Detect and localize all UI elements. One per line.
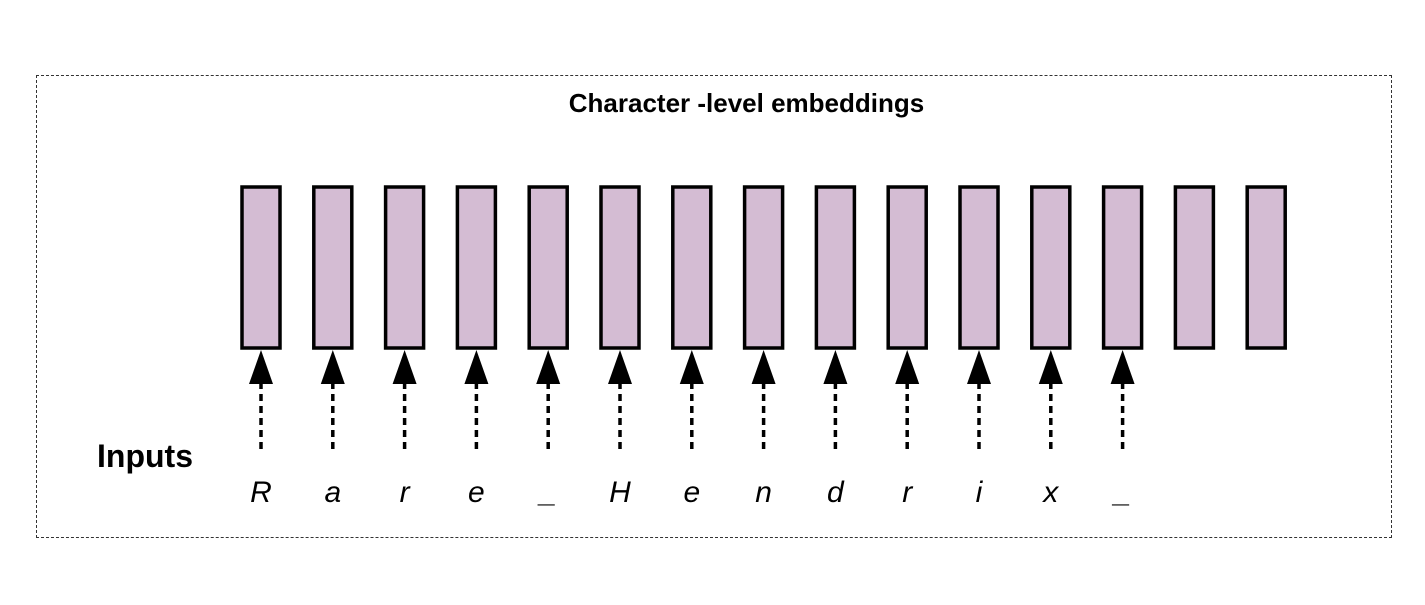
input-character: x	[1041, 476, 1059, 509]
input-character: r	[902, 476, 913, 509]
input-arrow	[967, 350, 991, 452]
arrow-head	[751, 350, 776, 384]
input-character: _	[1111, 476, 1131, 509]
input-arrow	[320, 350, 345, 452]
input-character: R	[250, 476, 272, 509]
diagram-title: Character -level embeddings	[568, 88, 925, 118]
embedding-box	[527, 185, 569, 350]
input-character: a	[324, 476, 341, 509]
input-arrow	[392, 350, 417, 452]
embedding-boxes	[240, 185, 1287, 350]
input-arrow	[608, 350, 632, 452]
input-arrow	[1038, 350, 1063, 452]
input-arrow	[536, 350, 561, 452]
input-character: i	[976, 476, 984, 509]
embedding-box	[671, 185, 713, 350]
input-character: r	[400, 476, 411, 509]
input-arrow	[464, 350, 489, 452]
arrow-head	[895, 350, 920, 384]
embedding-box	[240, 185, 282, 350]
arrow-head	[536, 350, 561, 384]
embedding-box	[1101, 185, 1144, 350]
input-character: n	[755, 476, 772, 509]
arrow-head	[608, 350, 632, 384]
embedding-box	[455, 185, 498, 350]
input-arrow	[823, 350, 848, 452]
arrow-head	[1038, 350, 1063, 384]
input-character: e	[683, 476, 700, 509]
input-arrow	[895, 350, 920, 452]
embeddings-frame	[36, 75, 1392, 538]
arrow-head	[823, 350, 848, 384]
arrow-head	[679, 350, 704, 384]
arrow-head	[320, 350, 345, 384]
input-arrow	[751, 350, 776, 452]
input-character: d	[827, 476, 845, 509]
embedding-box	[383, 185, 426, 350]
input-arrows	[249, 350, 1135, 452]
inputs-label: Inputs	[97, 438, 193, 474]
embedding-box	[599, 185, 641, 350]
input-arrow	[1110, 350, 1135, 452]
input-character: _	[537, 476, 557, 509]
embedding-box	[814, 185, 857, 350]
embedding-box	[886, 185, 928, 350]
arrow-head	[967, 350, 991, 384]
input-character: e	[468, 476, 485, 509]
embedding-box	[742, 185, 785, 350]
input-character: H	[609, 476, 631, 509]
arrow-head	[464, 350, 489, 384]
embedding-box	[1245, 185, 1287, 350]
embedding-box	[1173, 185, 1216, 350]
input-arrow	[679, 350, 704, 452]
arrow-head	[1110, 350, 1135, 384]
embedding-box	[312, 185, 354, 350]
arrow-head	[392, 350, 417, 384]
input-arrow	[249, 350, 273, 452]
embedding-box	[1030, 185, 1072, 350]
arrow-head	[249, 350, 273, 384]
embedding-box	[958, 185, 1000, 350]
